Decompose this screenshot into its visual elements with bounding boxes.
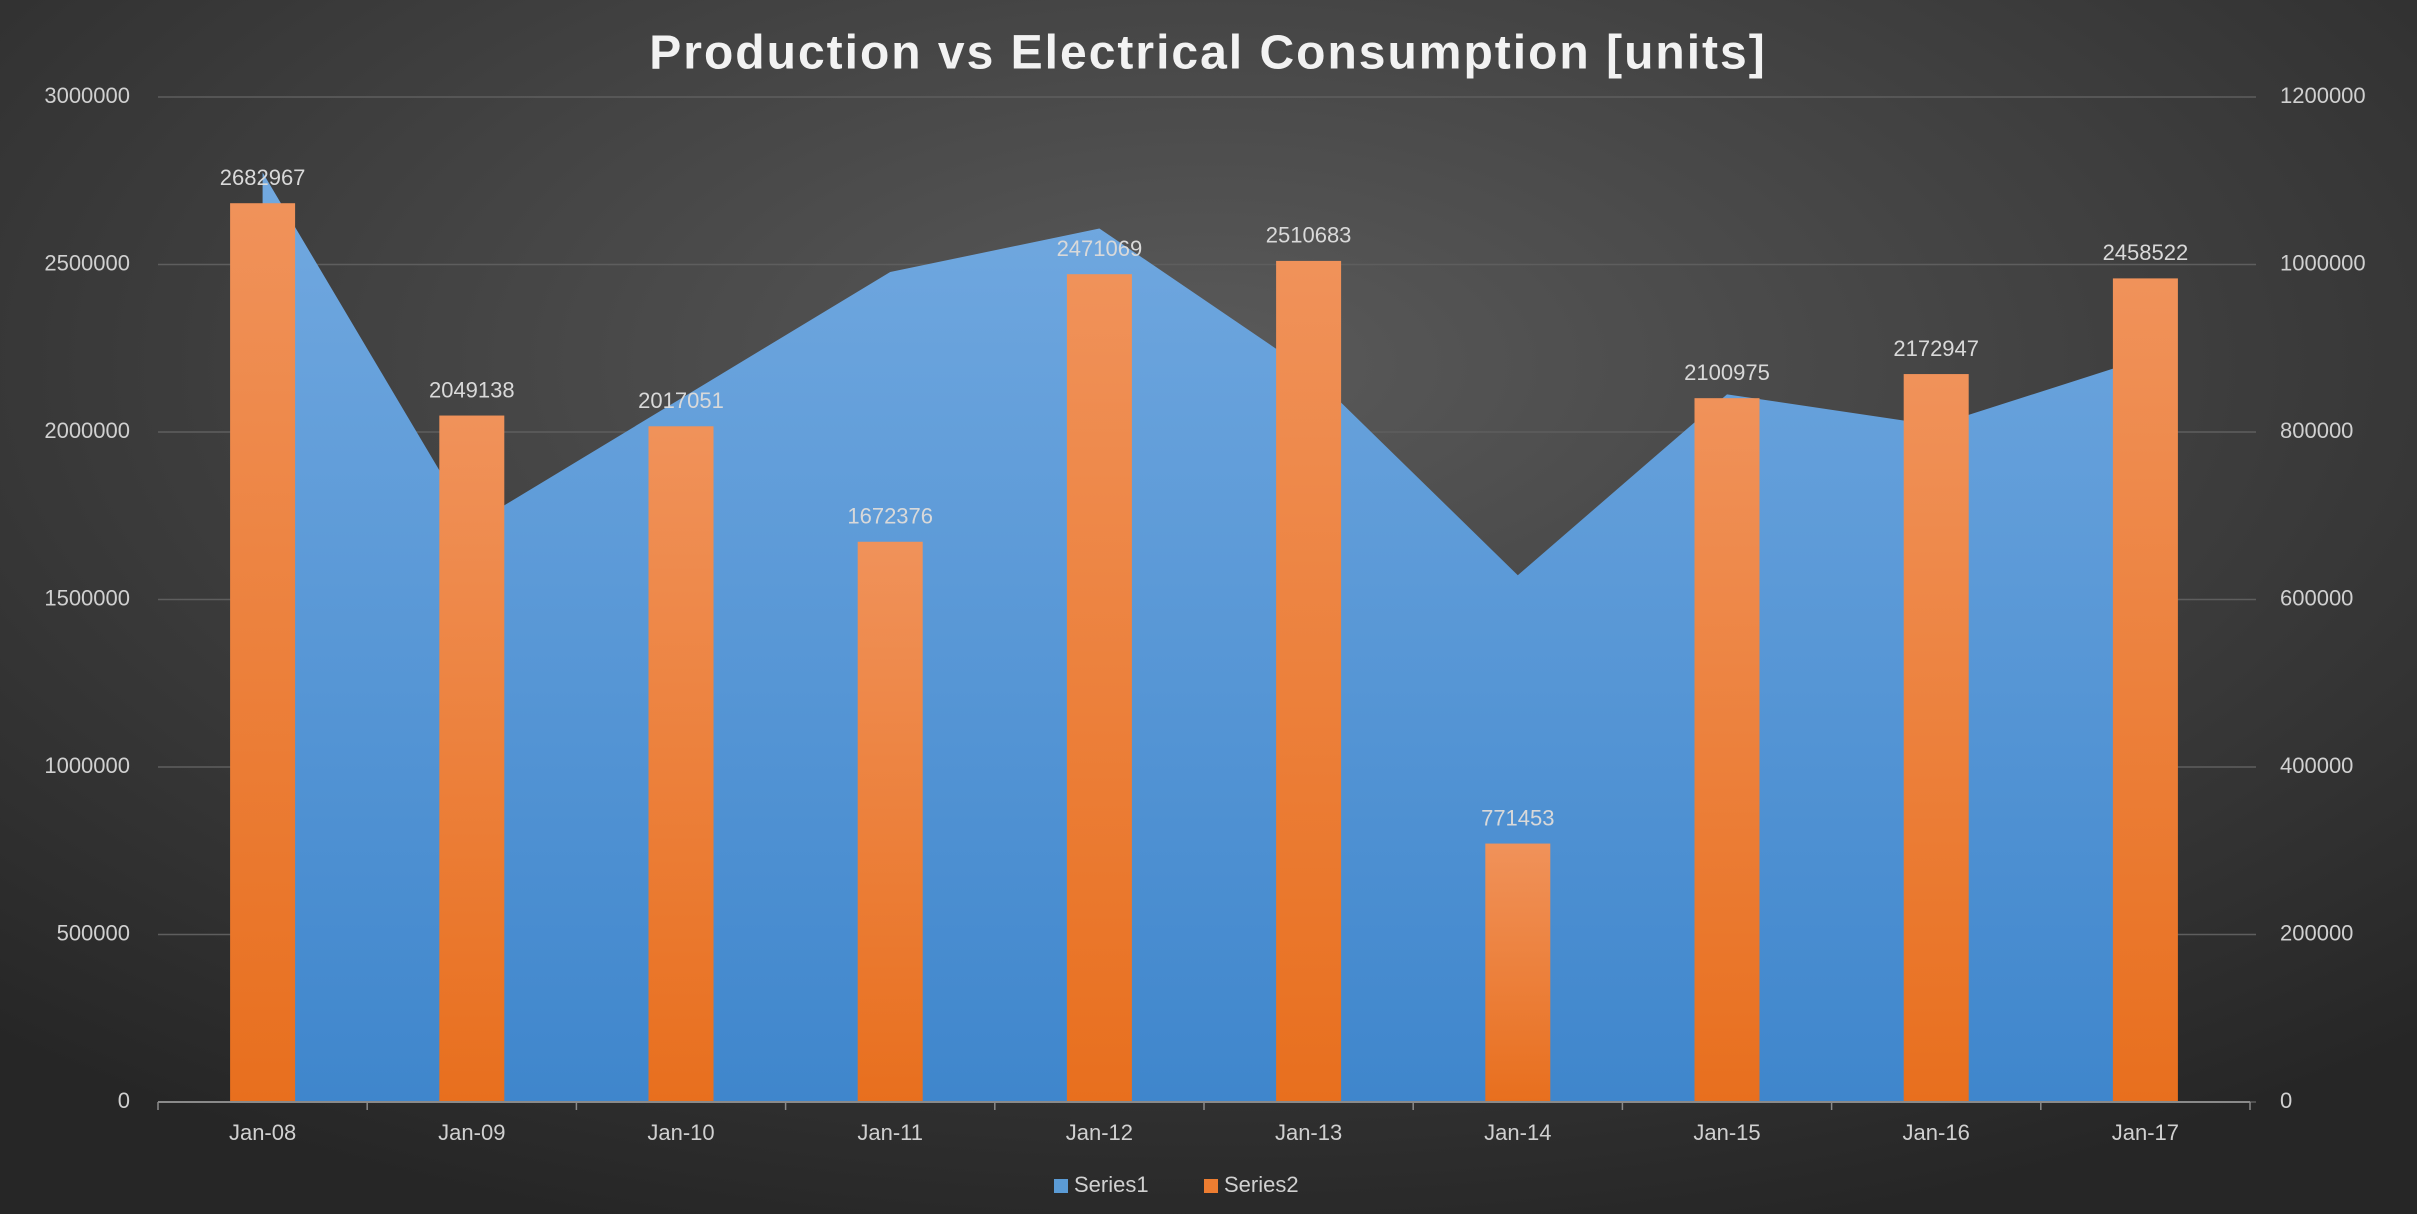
bar (1066, 274, 1132, 1102)
area (262, 172, 2146, 1102)
data-label: 2017051 (638, 388, 724, 413)
x-tick-label: Jan-15 (1693, 1120, 1760, 1145)
bar (2112, 278, 2178, 1102)
bar (648, 426, 714, 1102)
data-label: 2100975 (1684, 360, 1770, 385)
y2-tick-label: 200000 (2280, 920, 2353, 945)
data-label: 2049138 (429, 377, 515, 402)
data-label: 2471069 (1057, 236, 1143, 261)
y-tick-label: 500000 (57, 920, 130, 945)
data-label: 771453 (1481, 805, 1554, 830)
x-tick-label: Jan-13 (1275, 1120, 1342, 1145)
bar (1276, 260, 1342, 1102)
legend-swatch (1204, 1179, 1218, 1193)
y-tick-label: 1500000 (44, 585, 130, 610)
y2-tick-label: 1000000 (2280, 250, 2366, 275)
bar (857, 541, 923, 1102)
x-tick-label: Jan-16 (1903, 1120, 1970, 1145)
data-label: 2682967 (220, 165, 306, 190)
x-tick-label: Jan-14 (1484, 1120, 1551, 1145)
y2-tick-label: 600000 (2280, 585, 2353, 610)
x-tick-label: Jan-10 (647, 1120, 714, 1145)
y-tick-label: 0 (118, 1088, 130, 1113)
chart-title: Production vs Electrical Consumption [un… (649, 27, 1766, 80)
x-tick-label: Jan-09 (438, 1120, 505, 1145)
data-label: 2458522 (2103, 240, 2189, 265)
y2-tick-label: 400000 (2280, 753, 2353, 778)
legend-swatch (1054, 1179, 1068, 1193)
y-tick-label: 2500000 (44, 250, 130, 275)
y-tick-label: 3000000 (44, 83, 130, 108)
bar (1694, 398, 1760, 1103)
y2-tick-label: 800000 (2280, 418, 2353, 443)
legend-label: Series2 (1224, 1172, 1299, 1197)
x-tick-label: Jan-12 (1066, 1120, 1133, 1145)
bar (439, 415, 505, 1102)
y2-tick-label: 1200000 (2280, 83, 2366, 108)
bar (230, 203, 296, 1102)
x-tick-label: Jan-17 (2112, 1120, 2179, 1145)
data-label: 1672376 (847, 504, 933, 529)
x-tick-label: Jan-11 (857, 1120, 923, 1145)
y-tick-label: 2000000 (44, 418, 130, 443)
data-label: 2172947 (1893, 336, 1979, 361)
y2-tick-label: 0 (2280, 1088, 2292, 1113)
y-tick-label: 1000000 (44, 753, 130, 778)
data-label: 2510683 (1266, 223, 1352, 248)
legend-label: Series1 (1074, 1172, 1149, 1197)
bar (1903, 374, 1969, 1102)
x-tick-label: Jan-08 (229, 1120, 296, 1145)
bar (1485, 843, 1551, 1102)
